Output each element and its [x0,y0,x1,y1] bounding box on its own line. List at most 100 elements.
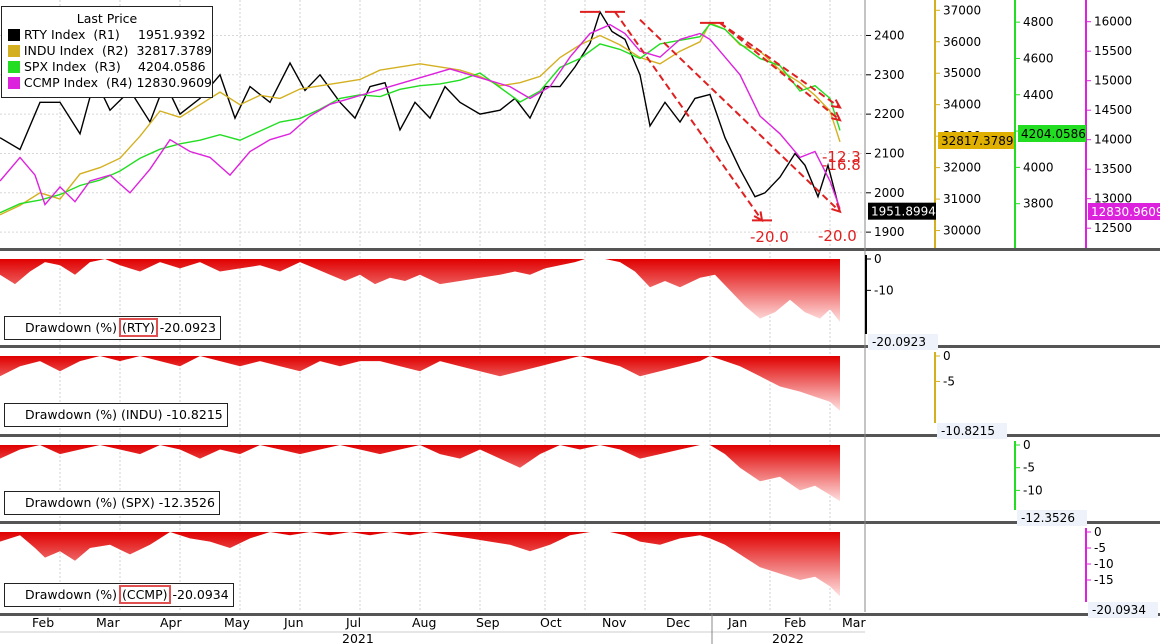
drawdown-last-value: -20.0934 [1092,603,1146,617]
legend-swatch [8,61,20,73]
legend-swatch [8,29,20,41]
x-tick-label: Sep [476,615,500,630]
trend-arrow [719,22,841,109]
axis-tick-label: 13000 [1094,192,1132,206]
panel-separator [0,521,1160,524]
drawdown-ticker: (SPX) [120,495,155,510]
drawdown-last-bg [937,423,1007,439]
drawdown-prefix: Drawdown (%) [25,495,121,510]
legend-item-ccmp: CCMP Index (R4) 12830.9609 [2,75,212,91]
x-tick-label: May [224,615,250,630]
drawdown-last-value: -20.0923 [872,335,926,349]
drawdown-area-ccmp [0,532,840,597]
trend-arrow [719,22,841,121]
drawdown-last-value: -12.3526 [1021,511,1075,525]
legend: Last Price RTY Index (R1) 1951.9392 INDU… [1,6,213,98]
last-badge-indu-bg [938,132,1014,149]
legend-value: 12830.9609 [136,75,212,90]
drawdown-tick-label: 0 [1094,525,1102,539]
last-badge-spx-bg [1018,125,1086,142]
drawdown-prefix: Drawdown (%) [25,407,121,422]
axis-tick-label: 1900 [874,225,905,239]
year-label: 2021 [342,631,374,644]
drawdown-tick-label: 0 [1023,438,1031,452]
axis-tick-label: 2300 [874,68,905,82]
series-line-ccmp [0,23,841,209]
legend-value: 4204.0586 [138,59,206,74]
axis-tick-label: 14500 [1094,103,1132,117]
axis-tick-label: 31000 [943,192,981,206]
x-tick-label: Feb [32,615,54,630]
last-badge-rty: 1951.8994 [871,205,936,219]
axis-tick-label: 37000 [943,3,981,17]
drawdown-value: -10.8215 [162,407,223,422]
x-tick-label: Jul [345,615,361,630]
axis-tick-label: 16000 [1094,15,1132,29]
drawdown-tick-label: -5 [1094,541,1106,555]
drawdown-label-rty: Drawdown (%) (RTY) -20.0923 [4,316,221,340]
trend-arrow [614,11,763,221]
axis-tick-label: 34000 [943,98,981,112]
last-badge-ccmp: 12830.9609 [1091,205,1160,219]
axis-tick-label: 32000 [943,161,981,175]
annotation-spx-end: -12.3 [822,148,861,166]
axis-tick-label: 4600 [1023,51,1054,65]
drawdown-ticker: (CCMP) [118,585,171,604]
drawdown-last-bg [1088,602,1158,618]
drawdown-tick-label: -15 [1094,573,1114,587]
annotation-ccmp-end: -16.8 [822,156,861,174]
legend-item-spx: SPX Index (R3) 4204.0586 [2,59,212,75]
axis-tick-label: 30000 [943,224,981,238]
drawdown-ticker: (INDU) [120,407,163,422]
legend-item-rty: RTY Index (R1) 1951.9392 [2,27,212,43]
axis-tick-label: 12500 [1094,221,1132,235]
drawdown-tick-label: -10 [1094,557,1114,571]
axis-tick-label: 15500 [1094,44,1132,58]
drawdown-area-indu [0,356,840,411]
year-label: 2022 [772,631,804,644]
panel-separator [0,434,1160,437]
x-tick-label: Apr [160,615,182,630]
axis-tick-label: 4000 [1023,160,1054,174]
axis-tick-label: 15000 [1094,74,1132,88]
axis-tick-label: 2400 [874,28,905,42]
x-tick-label: Jan [727,615,747,630]
drawdown-value: -20.0923 [155,320,216,335]
trend-arrowhead [831,111,842,122]
drawdown-last-bg [868,334,938,350]
drawdown-value: -12.3526 [154,495,215,510]
x-tick-label: Dec [666,615,690,630]
last-badge-ccmp-bg [1088,203,1160,220]
drawdown-last-value: -10.8215 [941,424,995,438]
x-tick-label: Feb [784,615,806,630]
drawdown-area-spx [0,445,840,502]
axis-tick-label: 36000 [943,35,981,49]
legend-swatch [8,77,20,89]
panel-separator [0,613,1160,616]
annotation-rty-trough: -20.0 [750,228,789,246]
x-tick-label: Jun [283,615,304,630]
axis-tick-label: 3800 [1023,197,1054,211]
legend-swatch [8,45,20,57]
drawdown-last-bg [1017,510,1087,526]
axis-tick-label: 14000 [1094,133,1132,147]
legend-label: RTY Index (R1) [24,27,120,42]
drawdown-label-spx: Drawdown (%) (SPX) -12.3526 [4,491,220,515]
drawdown-prefix: Drawdown (%) [25,320,121,335]
last-badge-spx: 4204.0586 [1021,127,1086,141]
drawdown-label-indu: Drawdown (%) (INDU) -10.8215 [4,403,228,427]
axis-tick-label: 2100 [874,146,905,160]
series-line-spx [0,23,841,214]
trend-arrowhead [830,99,842,109]
legend-value: 1951.9392 [138,27,206,42]
axis-tick-label: 4800 [1023,15,1054,29]
panel-separator [0,248,1160,251]
legend-value: 32817.3789 [136,43,212,58]
last-badge-rty-bg [868,202,936,220]
drawdown-value: -20.0934 [168,587,229,602]
axis-tick-label: 4400 [1023,88,1054,102]
x-tick-label: Oct [540,615,562,630]
drawdown-label-ccmp: Drawdown (%) (CCMP) -20.0934 [4,583,234,607]
